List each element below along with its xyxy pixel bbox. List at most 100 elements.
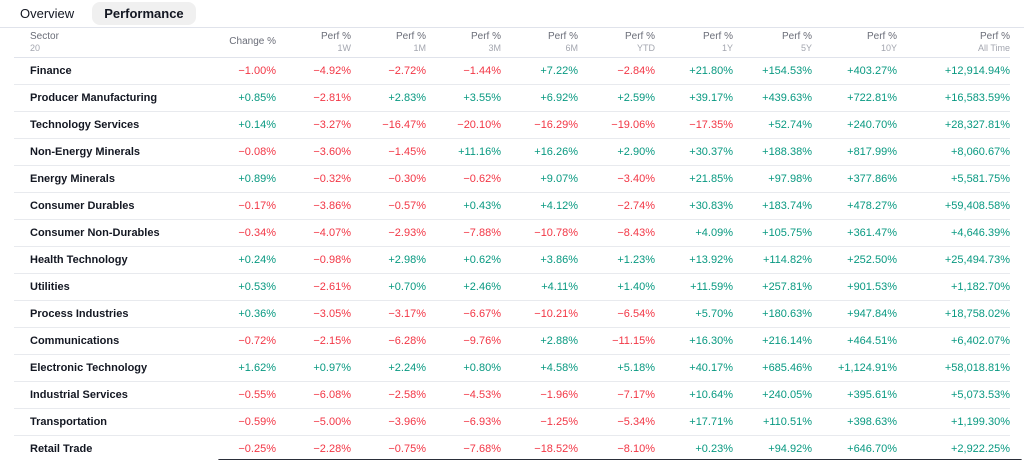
perf-value-cell: +30.83% xyxy=(655,192,733,220)
perf-value-cell: +12,914.94% xyxy=(897,57,1010,85)
perf-value-cell: +6,402.07% xyxy=(897,327,1010,355)
perf-value-cell: +901.53% xyxy=(812,273,897,301)
column-header-6m[interactable]: Perf % 6M xyxy=(501,28,578,58)
perf-value-cell: +0.14% xyxy=(220,111,276,139)
column-header-10y[interactable]: Perf % 10Y xyxy=(812,28,897,58)
table-row[interactable]: Transportation −0.59% −5.00% −3.96% −6.93% −1… xyxy=(14,408,1010,436)
perf-value-cell: +2.46% xyxy=(426,273,501,301)
sector-name-cell[interactable]: Finance xyxy=(14,57,220,85)
sector-name-cell[interactable]: Consumer Durables xyxy=(14,192,220,220)
sector-name-cell[interactable]: Utilities xyxy=(14,273,220,301)
table-row[interactable]: Consumer Durables −0.17% −3.86% −0.57% +0.43… xyxy=(14,192,1010,220)
table-row[interactable]: Utilities +0.53% −2.61% +0.70% +2.46% +4.11% +… xyxy=(14,273,1010,301)
perf-value-cell: +395.61% xyxy=(812,381,897,409)
perf-value-cell: +154.53% xyxy=(733,57,812,85)
table-header-row: Sector 20 Change % Perf % 1W Perf % 1M Perf %… xyxy=(14,28,1010,58)
perf-value-cell: −16.47% xyxy=(351,111,426,139)
perf-value-cell: +17.71% xyxy=(655,408,733,436)
perf-value-cell: −8.10% xyxy=(578,435,655,460)
sector-name-cell[interactable]: Transportation xyxy=(14,408,220,436)
perf-value-cell: +947.84% xyxy=(812,300,897,328)
perf-value-cell: +58,018.81% xyxy=(897,354,1010,382)
perf-value-cell: −3.17% xyxy=(351,300,426,328)
sector-name-cell[interactable]: Non-Energy Minerals xyxy=(14,138,220,166)
perf-value-cell: +1.40% xyxy=(578,273,655,301)
column-header-change[interactable]: Change % xyxy=(220,28,276,58)
perf-value-cell: −0.75% xyxy=(351,435,426,460)
column-header-sector[interactable]: Sector 20 xyxy=(14,28,220,58)
perf-value-cell: +16.30% xyxy=(655,327,733,355)
table-row[interactable]: Health Technology +0.24% −0.98% +2.98% +0.62… xyxy=(14,246,1010,274)
column-header-label: Perf % xyxy=(320,31,351,43)
column-header-3m[interactable]: Perf % 3M xyxy=(426,28,501,58)
perf-value-cell: +5.70% xyxy=(655,300,733,328)
perf-value-cell: +94.92% xyxy=(733,435,812,460)
perf-value-cell: −3.05% xyxy=(276,300,351,328)
table-row[interactable]: Electronic Technology +1.62% +0.97% +2.24% +… xyxy=(14,354,1010,382)
column-header-sublabel: 5Y xyxy=(800,43,812,54)
perf-value-cell: +30.37% xyxy=(655,138,733,166)
perf-value-cell: +398.63% xyxy=(812,408,897,436)
column-header-label: Perf % xyxy=(470,31,501,43)
sector-header-label: Sector xyxy=(30,31,59,43)
perf-value-cell: +464.51% xyxy=(812,327,897,355)
sector-name-cell[interactable]: Communications xyxy=(14,327,220,355)
perf-value-cell: +114.82% xyxy=(733,246,812,274)
perf-value-cell: +0.36% xyxy=(220,300,276,328)
tab-performance[interactable]: Performance xyxy=(92,2,196,25)
tab-bar: Overview Performance xyxy=(0,0,1024,28)
column-header-1m[interactable]: Perf % 1M xyxy=(351,28,426,58)
perf-value-cell: −3.60% xyxy=(276,138,351,166)
perf-value-cell: +16.26% xyxy=(501,138,578,166)
perf-value-cell: +0.89% xyxy=(220,165,276,193)
table-row[interactable]: Non-Energy Minerals −0.08% −3.60% −1.45% +11… xyxy=(14,138,1010,166)
column-header-all-time[interactable]: Perf % All Time xyxy=(897,28,1010,58)
column-header-label: Perf % xyxy=(702,31,733,43)
tab-overview[interactable]: Overview xyxy=(20,6,75,21)
sector-name-cell[interactable]: Health Technology xyxy=(14,246,220,274)
perf-value-cell: +1.23% xyxy=(578,246,655,274)
column-header-5y[interactable]: Perf % 5Y xyxy=(733,28,812,58)
sector-name-cell[interactable]: Producer Manufacturing xyxy=(14,84,220,112)
sector-name-cell[interactable]: Industrial Services xyxy=(14,381,220,409)
perf-value-cell: −6.54% xyxy=(578,300,655,328)
column-header-1w[interactable]: Perf % 1W xyxy=(276,28,351,58)
column-header-label: Perf % xyxy=(395,31,426,43)
perf-value-cell: −0.62% xyxy=(426,165,501,193)
sector-name-cell[interactable]: Energy Minerals xyxy=(14,165,220,193)
column-header-ytd[interactable]: Perf % YTD xyxy=(578,28,655,58)
sector-name-cell[interactable]: Technology Services xyxy=(14,111,220,139)
column-header-1y[interactable]: Perf % 1Y xyxy=(655,28,733,58)
table-row[interactable]: Producer Manufacturing +0.85% −2.81% +2.83%… xyxy=(14,84,1010,112)
perf-value-cell: +240.70% xyxy=(812,111,897,139)
sector-name-cell[interactable]: Electronic Technology xyxy=(14,354,220,382)
sector-name-cell[interactable]: Consumer Non-Durables xyxy=(14,219,220,247)
perf-value-cell: +377.86% xyxy=(812,165,897,193)
perf-value-cell: −6.28% xyxy=(351,327,426,355)
table-row[interactable]: Process Industries +0.36% −3.05% −3.17% −6.6… xyxy=(14,300,1010,328)
table-row[interactable]: Industrial Services −0.55% −6.08% −2.58% −4.… xyxy=(14,381,1010,409)
table-row[interactable]: Communications −0.72% −2.15% −6.28% −9.76% +2… xyxy=(14,327,1010,355)
perf-value-cell: −0.17% xyxy=(220,192,276,220)
column-header-label: Perf % xyxy=(624,31,655,43)
horizontal-scrollbar[interactable] xyxy=(218,458,1022,460)
perf-value-cell: −5.00% xyxy=(276,408,351,436)
table-row[interactable]: Technology Services +0.14% −3.27% −16.47% −2… xyxy=(14,111,1010,139)
table-row[interactable]: Finance −1.00% −4.92% −2.72% −1.44% +7.22% −2.… xyxy=(14,57,1010,85)
perf-value-cell: +188.38% xyxy=(733,138,812,166)
table-row[interactable]: Consumer Non-Durables −0.34% −4.07% −2.93% −… xyxy=(14,219,1010,247)
perf-value-cell: −10.21% xyxy=(501,300,578,328)
perf-value-cell: +2.98% xyxy=(351,246,426,274)
perf-value-cell: +0.80% xyxy=(426,354,501,382)
sector-name-cell[interactable]: Retail Trade xyxy=(14,435,220,460)
perf-value-cell: −3.86% xyxy=(276,192,351,220)
perf-value-cell: +2.83% xyxy=(351,84,426,112)
table-row[interactable]: Retail Trade −0.25% −2.28% −0.75% −7.68% −18.… xyxy=(14,435,1010,460)
sector-name-cell[interactable]: Process Industries xyxy=(14,300,220,328)
perf-value-cell: +9.07% xyxy=(501,165,578,193)
perf-value-cell: +240.05% xyxy=(733,381,812,409)
perf-value-cell: −9.76% xyxy=(426,327,501,355)
column-header-sublabel: 10Y xyxy=(880,43,897,54)
perf-value-cell: +18,758.02% xyxy=(897,300,1010,328)
table-row[interactable]: Energy Minerals +0.89% −0.32% −0.30% −0.62% +… xyxy=(14,165,1010,193)
